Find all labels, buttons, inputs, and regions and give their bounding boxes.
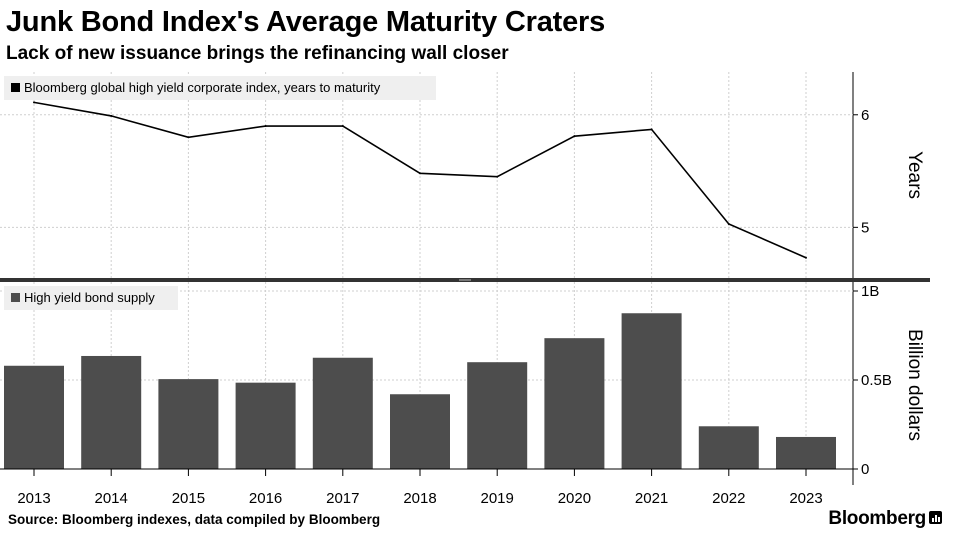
x-tick-label: 2021 xyxy=(635,490,668,507)
supply-bar xyxy=(235,382,296,469)
supply-bar xyxy=(312,357,373,469)
maturity-point xyxy=(33,101,35,104)
x-axis-ticks: 2013 2014 2015 2016 2017 2018 2019 2020 2021 2022… xyxy=(17,469,823,507)
x-tick-label: 2014 xyxy=(95,490,128,507)
maturity-point xyxy=(341,125,344,128)
supply-bar xyxy=(621,313,682,469)
x-tick-label: 2016 xyxy=(249,490,282,507)
maturity-point xyxy=(419,172,421,175)
bottom-legend-box xyxy=(4,286,178,310)
maturity-series xyxy=(33,101,807,259)
bottom-y-tick-label: 0.5B xyxy=(861,372,892,389)
maturity-point xyxy=(264,125,267,128)
supply-bar xyxy=(544,338,605,469)
x-tick-label: 2019 xyxy=(481,490,514,507)
supply-bar xyxy=(81,355,142,469)
x-tick-label: 2018 xyxy=(403,490,436,507)
x-tick-label: 2020 xyxy=(558,490,591,507)
maturity-point xyxy=(805,256,807,259)
top-y-tick-label: 6 xyxy=(861,107,869,124)
maturity-point xyxy=(727,222,730,225)
top-y-ticks: 56 xyxy=(853,107,869,236)
supply-bar xyxy=(158,379,219,469)
supply-bar xyxy=(4,365,64,469)
x-tick-label: 2017 xyxy=(326,490,359,507)
maturity-point xyxy=(650,128,653,131)
top-y-axis-label: Years xyxy=(904,151,925,199)
brand-logo: Bloomberg xyxy=(828,508,926,529)
top-legend-box xyxy=(4,76,436,100)
top-legend-swatch xyxy=(11,83,20,92)
source-note: Source: Bloomberg indexes, data compiled… xyxy=(8,512,381,527)
x-tick-label: 2013 xyxy=(17,490,50,507)
bottom-y-ticks: 0 0.5B 1B xyxy=(853,283,892,478)
top-grid xyxy=(0,72,853,278)
supply-bar xyxy=(390,394,450,469)
top-y-tick-label: 5 xyxy=(861,219,869,236)
maturity-line-panel: 56 Bloomberg global high yield corporate… xyxy=(0,72,925,278)
x-tick-label: 2023 xyxy=(789,490,822,507)
maturity-point xyxy=(496,175,499,178)
bottom-y-tick-label: 1B xyxy=(861,283,879,300)
chart-subtitle: Lack of new issuance brings the refinanc… xyxy=(6,43,509,64)
x-tick-label: 2022 xyxy=(712,490,745,507)
bottom-y-tick-label: 0 xyxy=(861,461,869,478)
bottom-legend-label: High yield bond supply xyxy=(24,290,155,305)
bottom-y-axis-label: Billion dollars xyxy=(904,329,925,441)
supply-bar-panel: 0 0.5B 1B High yield bond supply Billion d… xyxy=(0,282,925,485)
bottom-legend-swatch xyxy=(11,293,20,302)
x-tick-label: 2015 xyxy=(172,490,205,507)
top-legend-label: Bloomberg global high yield corporate in… xyxy=(24,80,381,95)
maturity-point xyxy=(187,136,190,139)
maturity-point xyxy=(110,114,113,117)
chart-title: Junk Bond Index's Average Maturity Crate… xyxy=(6,6,606,38)
supply-bar xyxy=(698,426,759,469)
supply-bar xyxy=(467,362,528,469)
bloomberg-terminal-icon xyxy=(929,511,942,524)
maturity-point xyxy=(573,135,576,138)
supply-bar xyxy=(776,436,836,469)
supply-bars xyxy=(4,313,836,469)
